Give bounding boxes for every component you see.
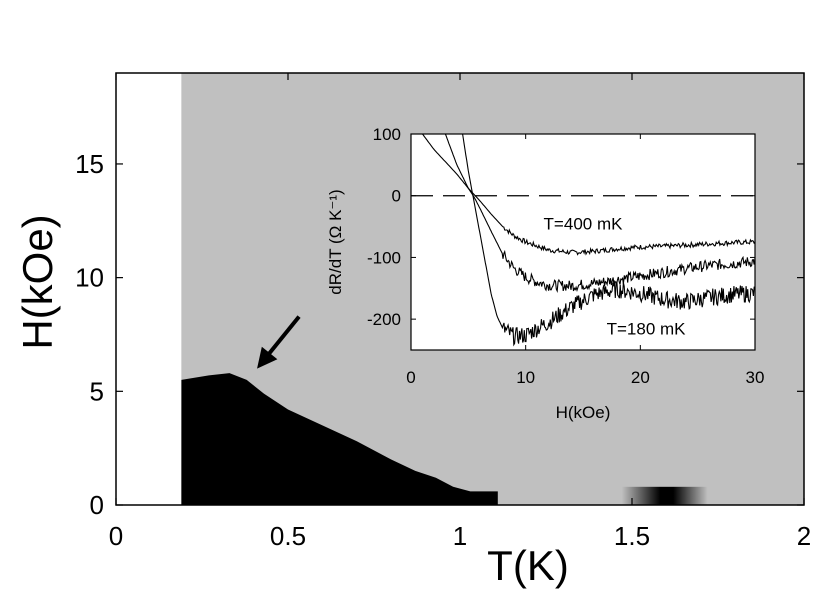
y-tick-label: 0 — [90, 490, 104, 520]
faint-phase-band — [621, 486, 708, 505]
main-x-axis-label: T(K) — [487, 542, 569, 589]
y-tick-label: 10 — [75, 263, 104, 293]
x-tick-label: 1.5 — [614, 521, 650, 551]
x-tick-label: 2 — [797, 521, 811, 551]
x-tick-label: 0.5 — [270, 521, 306, 551]
inset-background — [411, 134, 755, 350]
inset-x-axis-label: H(kOe) — [556, 403, 611, 422]
inset-y-tick-label: 100 — [373, 125, 401, 144]
y-tick-label: 15 — [75, 149, 104, 179]
inset-y-tick-label: 0 — [392, 187, 401, 206]
superconducting-region — [181, 373, 498, 505]
series-line-2 — [462, 134, 755, 347]
inset-y-tick-label: -200 — [367, 310, 401, 329]
inset-plot: 0 10 20 30 100 0 -100 -200 T=400 mK T=180 mK — [367, 125, 764, 387]
inset-frame — [410, 133, 756, 351]
series-line-1 — [444, 134, 755, 294]
inset-annotation-label: T=180 mK — [607, 319, 687, 338]
series-line-0 — [422, 134, 755, 256]
inset-x-tick-label: 0 — [406, 368, 415, 387]
inset-x-tick-label: 20 — [631, 368, 650, 387]
inset-x-tick-label: 10 — [516, 368, 535, 387]
inset-y-tick-label: -100 — [367, 248, 401, 267]
arrow-shaft — [263, 315, 301, 360]
inset-y-axis-label: dR/dT (Ω K⁻¹) — [326, 189, 345, 294]
x-tick-label: 1 — [453, 521, 467, 551]
main-y-axis-label: H(kOe) — [14, 214, 61, 349]
x-tick-label: 0 — [109, 521, 123, 551]
inset-annotation-label: T=400 mK — [544, 214, 624, 233]
arrow-head — [257, 346, 278, 369]
y-tick-label: 5 — [90, 376, 104, 406]
inset-x-tick-label: 30 — [746, 368, 765, 387]
